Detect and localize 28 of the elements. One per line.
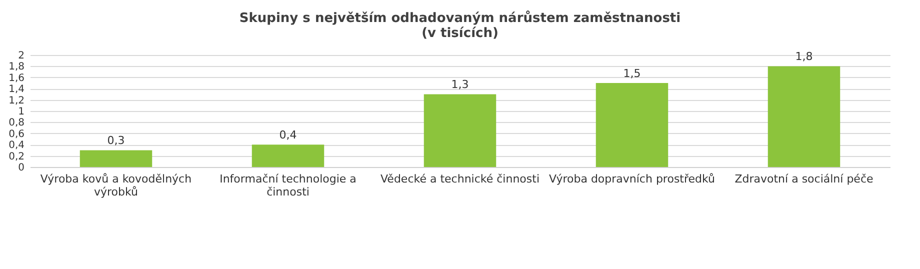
chart-title: Skupiny s největším odhadovaným nárůstem zaměstnanosti (239, 10, 681, 26)
y-tick-label: 1 (18, 106, 24, 118)
x-tick-label: Výroba dopravních prostředků (548, 172, 716, 186)
data-label: 1,8 (795, 50, 813, 64)
x-tick-label: Zdravotní a sociální péče (734, 172, 874, 186)
data-label: 1,3 (451, 78, 469, 92)
y-tick-label: 0,6 (8, 128, 24, 140)
y-tick-label: 1,6 (8, 72, 24, 84)
y-tick-label: 0 (18, 162, 24, 174)
y-tick-label: 0,4 (8, 140, 24, 152)
data-label: 0,3 (107, 134, 125, 148)
y-tick-label: 1,4 (8, 84, 24, 96)
bar (768, 66, 840, 167)
y-tick-label: 0,8 (8, 118, 24, 129)
chart-subtitle: (v tisících) (422, 26, 498, 41)
y-tick-label: 1,2 (8, 95, 24, 106)
data-label: 1,5 (623, 67, 641, 80)
bar (596, 83, 668, 167)
x-tick-label: Informační technologie a činnosti (220, 172, 356, 198)
y-tick-label: 0,2 (8, 151, 24, 162)
x-tick-label: Výroba kovů a kovodělných výrobků (40, 172, 192, 198)
bar (80, 150, 152, 167)
x-tick-label: Vědecké a technické činnosti (380, 172, 540, 186)
y-tick-label: 1,8 (8, 62, 24, 73)
y-tick-label: 2 (18, 50, 24, 62)
bar (424, 94, 496, 167)
bar (252, 144, 324, 167)
data-label: 0,4 (279, 128, 297, 142)
